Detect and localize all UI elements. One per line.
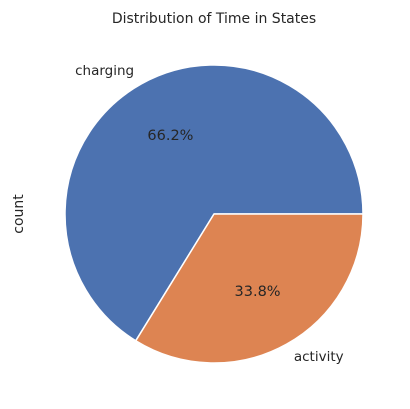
- pie-slice-activity: [135, 213, 364, 364]
- slice-label-charging: charging: [75, 63, 134, 79]
- slice-percent-activity: 33.8%: [235, 284, 281, 300]
- y-axis-label: count: [11, 194, 27, 234]
- pie-slices: [64, 64, 364, 364]
- pie-labels: charging 66.2% activity 33.8%: [75, 63, 344, 365]
- pie-slice-charging: [64, 64, 364, 342]
- chart-title: Distribution of Time in States: [112, 11, 316, 27]
- slice-label-activity: activity: [294, 349, 344, 365]
- slice-percent-charging: 66.2%: [147, 128, 193, 144]
